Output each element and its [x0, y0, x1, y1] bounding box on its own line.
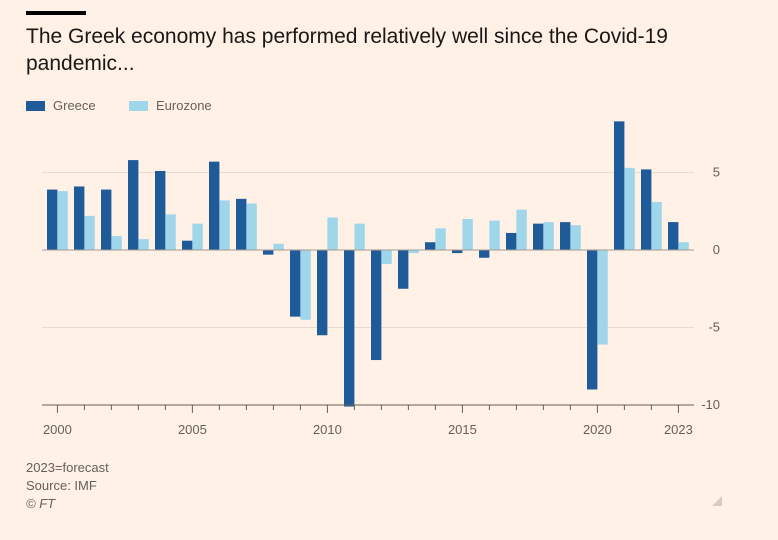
bar-greece-2023 — [668, 222, 679, 250]
bar-greece-2013 — [398, 250, 409, 289]
resize-handle-icon — [712, 496, 722, 506]
legend-swatch-greece — [26, 100, 45, 111]
legend-item-greece: Greece — [26, 98, 96, 113]
x-tick-label: 2015 — [448, 422, 477, 437]
bar-eurozone-2005 — [192, 223, 203, 250]
bar-eurozone-2003 — [138, 239, 149, 250]
y-tick-label: -10 — [701, 397, 720, 412]
bar-greece-2015 — [452, 250, 463, 254]
header-accent-bar — [26, 11, 86, 15]
forecast-note: 2023=forecast — [26, 460, 109, 475]
bar-eurozone-2009 — [300, 250, 311, 320]
bar-eurozone-2007 — [246, 203, 257, 250]
bar-eurozone-2002 — [111, 236, 122, 250]
bar-eurozone-2014 — [435, 228, 446, 250]
bar-greece-2012 — [371, 250, 382, 361]
legend-item-eurozone: Eurozone — [129, 98, 212, 113]
copyright: © FT — [26, 496, 56, 511]
bar-greece-2003 — [128, 160, 139, 250]
bar-eurozone-2021 — [624, 167, 635, 250]
bar-greece-2014 — [425, 242, 436, 250]
bar-eurozone-2013 — [408, 250, 419, 254]
y-tick-label: 5 — [713, 165, 720, 180]
bar-eurozone-2018 — [543, 222, 554, 250]
bar-greece-2009 — [290, 250, 301, 317]
bar-eurozone-2001 — [84, 215, 95, 250]
bar-greece-2016 — [479, 250, 490, 258]
bar-eurozone-2008 — [273, 243, 284, 250]
bar-eurozone-2017 — [516, 209, 527, 250]
x-tick-label: 2000 — [43, 422, 72, 437]
bar-eurozone-2011 — [354, 223, 365, 250]
footer: 2023=forecast Source: IMF © FT — [26, 459, 109, 513]
bar-greece-2007 — [236, 198, 247, 250]
bar-greece-2001 — [74, 186, 85, 250]
bar-eurozone-2019 — [570, 225, 581, 250]
bar-greece-2018 — [533, 223, 544, 250]
bar-greece-2004 — [155, 170, 166, 250]
bar-greece-2008 — [263, 250, 274, 255]
bar-greece-2022 — [641, 169, 652, 250]
chart-title: The Greek economy has performed relative… — [26, 25, 668, 75]
x-tick-label: 2005 — [178, 422, 207, 437]
bar-greece-2017 — [506, 232, 517, 250]
bar-greece-2021 — [614, 121, 625, 250]
bar-eurozone-2004 — [165, 214, 176, 250]
x-tick-label: 2020 — [583, 422, 612, 437]
y-tick-label: 0 — [713, 242, 720, 257]
bar-eurozone-2022 — [651, 201, 662, 250]
bar-greece-2002 — [101, 189, 112, 250]
legend-swatch-eurozone — [129, 100, 148, 111]
y-tick-label: -5 — [708, 320, 720, 335]
bar-eurozone-2000 — [57, 191, 68, 250]
bar-eurozone-2012 — [381, 250, 392, 264]
bar-greece-2005 — [182, 240, 193, 250]
bar-eurozone-2015 — [462, 219, 473, 250]
legend-label-greece: Greece — [53, 98, 96, 113]
bar-greece-2019 — [560, 222, 571, 250]
bar-greece-2006 — [209, 161, 220, 250]
bar-eurozone-2010 — [327, 217, 338, 250]
source-note: Source: IMF — [26, 478, 97, 493]
bar-greece-2000 — [47, 189, 58, 250]
bar-greece-2020 — [587, 250, 598, 390]
bar-eurozone-2023 — [678, 242, 689, 250]
x-tick-label: 2023 — [664, 422, 693, 437]
bar-greece-2010 — [317, 250, 328, 336]
bar-greece-2011 — [344, 250, 355, 407]
legend-label-eurozone: Eurozone — [156, 98, 212, 113]
bar-eurozone-2020 — [597, 250, 608, 345]
bar-eurozone-2006 — [219, 200, 230, 250]
x-tick-label: 2010 — [313, 422, 342, 437]
bar-eurozone-2016 — [489, 220, 500, 250]
